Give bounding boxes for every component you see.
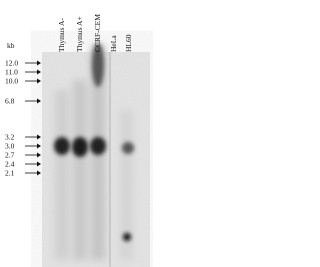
- arrow-head: [37, 60, 41, 66]
- arrow-head: [37, 161, 41, 167]
- marker-label: 11.0: [5, 68, 18, 77]
- arrow-head: [37, 152, 41, 158]
- arrow-head: [37, 69, 41, 75]
- marker-label: 2.4: [5, 160, 15, 169]
- marker-label: 10.0: [5, 77, 18, 86]
- unit-label: kb: [7, 41, 15, 50]
- lane-label: HeLa: [109, 35, 118, 52]
- lane-label: CCRF-CEM: [93, 14, 102, 52]
- marker-label: 2.7: [5, 151, 15, 160]
- arrow-head: [37, 98, 41, 104]
- lane-label: Thymus A+: [75, 16, 84, 52]
- marker-label: 2.1: [5, 169, 15, 178]
- blot: [42, 43, 150, 267]
- arrow-head: [37, 78, 41, 84]
- blot-figure: kb Thymus A- Thymus A+ CCRF-CEM HeLa HL60 12…: [5, 14, 150, 267]
- arrow-head: [37, 134, 41, 140]
- marker-label: 3.0: [5, 142, 15, 151]
- marker-label: 6.8: [5, 97, 15, 106]
- marker-label: 12.0: [5, 59, 18, 68]
- arrow-head: [37, 170, 41, 176]
- lane-label: Thymus A-: [57, 18, 66, 52]
- lane-label: HL60: [124, 34, 133, 52]
- marker-label: 3.2: [5, 133, 15, 142]
- arrow-head: [37, 143, 41, 149]
